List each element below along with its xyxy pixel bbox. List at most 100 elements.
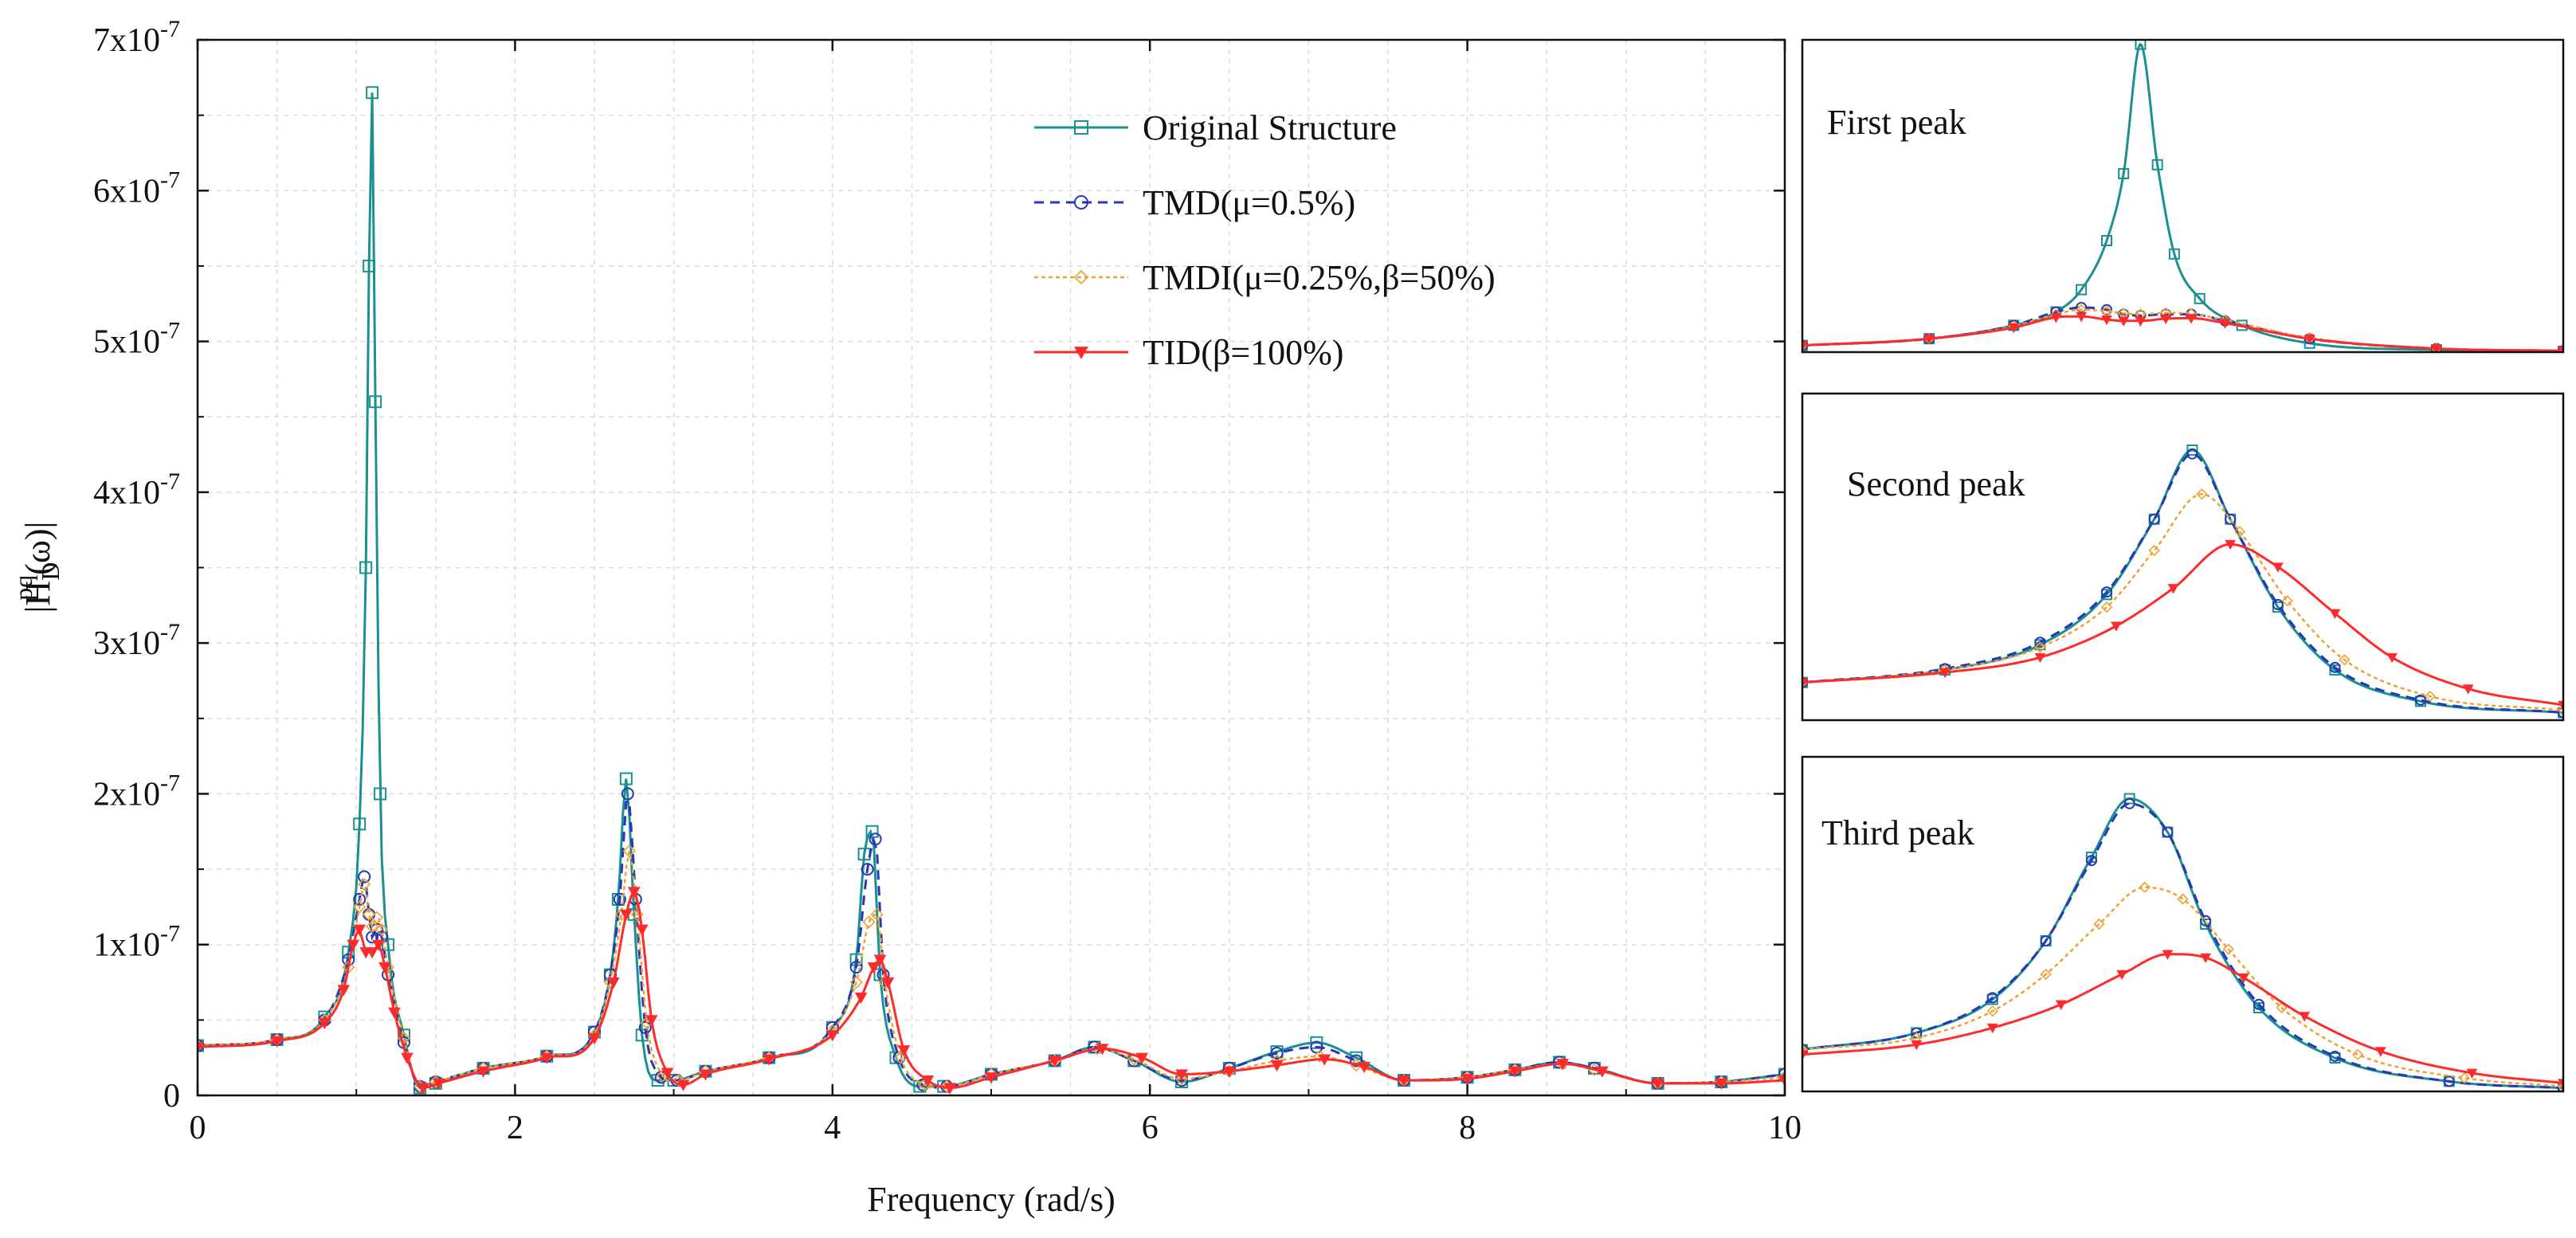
data-point [2339,654,2351,666]
series-line-tmdi-0-25-50 [1802,308,2563,352]
data-point [2304,334,2315,345]
series-line-tmdi-0-25-50 [1802,492,2563,711]
data-point [2101,586,2112,598]
series-line-original-structure [1802,42,2563,352]
data-point [1802,1050,1808,1060]
data-point [854,992,868,1004]
x-tick-label: 6 [1142,1110,1159,1146]
data-point [1508,1066,1522,1078]
data-point [2040,968,2052,981]
data-point [1222,1066,1236,1078]
series-line-tid-100 [1802,315,2563,352]
data-point [2162,950,2174,960]
data-point [2111,621,2122,632]
data-point [2034,637,2046,648]
data-point [2139,881,2151,893]
data-point [1174,1072,1189,1086]
data-point [2118,316,2130,327]
series-line-tmd-0-5 [1802,802,2563,1090]
data-point [2148,544,2160,557]
data-point [2233,526,2246,538]
data-point [2101,235,2112,246]
data-point [1350,1054,1363,1068]
data-point [1715,1078,1728,1090]
data-point [401,1052,414,1064]
series-tid-100 [1802,950,2563,1089]
data-point [861,863,874,876]
data-point [638,1021,652,1034]
legend-label: TMD(μ=0.5%) [1143,183,1355,222]
y-axis-label: |HDpq(ω)| [9,522,65,613]
data-point [2167,584,2179,594]
data-point [382,938,395,951]
data-point [347,939,360,951]
data-point [359,561,373,574]
legend-entry-tmdi-0-25-50: TMDI(μ=0.25%,β=50%) [1034,258,1496,297]
data-point [2093,918,2105,930]
data-point [2558,1082,2563,1091]
series-original-structure [1802,40,2563,352]
data-point [1556,1059,1569,1071]
data-point [2076,311,2088,323]
legend-entry-original-structure: Original Structure [1034,108,1397,147]
data-point [645,1015,658,1027]
series-tid-100 [1802,311,2563,352]
data-point [1778,1068,1785,1081]
data-point [2177,893,2189,905]
data-point [2219,319,2231,329]
series-tmdi-0-25-50 [1802,881,2563,1091]
data-point [1939,668,1951,679]
data-point [897,1045,911,1057]
data-point [1358,1061,1370,1074]
inset-frame [1801,38,2565,354]
data-point [2272,598,2284,610]
data-point [366,86,379,100]
data-point [676,1079,690,1091]
y-tick-label: 6x10-7 [93,167,180,210]
data-point [2116,970,2127,981]
x-tick-label: 10 [1768,1110,1802,1146]
data-point [2135,40,2147,50]
data-point [363,259,376,272]
data-point [849,961,863,974]
data-point [2034,652,2046,664]
data-point [1986,1023,1998,1034]
data-point [2076,284,2088,296]
data-point [1310,1040,1323,1054]
data-point [2148,513,2160,525]
data-point [2329,609,2341,619]
series-tmd-0-5 [1802,448,2563,719]
data-point [2466,1068,2478,1079]
data-point [2186,314,2197,324]
data-point [1651,1078,1664,1090]
data-point [2008,323,2020,334]
data-point [621,787,634,801]
data-point [363,907,376,921]
data-point [388,1007,401,1019]
data-point [2151,159,2163,170]
data-point [2430,344,2442,352]
data-point [627,887,641,899]
main-gridlines [198,40,1785,1095]
data-point [2414,694,2426,706]
data-point [358,870,371,883]
series-line-tmd-0-5 [1802,306,2563,352]
data-point [1802,341,1808,351]
data-point [1318,1054,1331,1066]
inset-frame [1801,392,2565,722]
legend-entry-tmd-0-5: TMD(μ=0.5%) [1034,183,1355,222]
data-point [270,1036,284,1048]
data-point [613,892,626,906]
data-point [2200,953,2211,964]
data-point [378,962,391,974]
data-point [1986,1005,1998,1017]
series-tmdi-0-25-50 [1802,304,2563,352]
data-point [2200,919,2212,930]
data-point [2299,1012,2311,1022]
inset-frame [1801,755,2565,1093]
data-point [2194,292,2205,304]
legend-marker [1074,347,1088,360]
data-point [943,1083,957,1095]
data-point [369,395,382,409]
